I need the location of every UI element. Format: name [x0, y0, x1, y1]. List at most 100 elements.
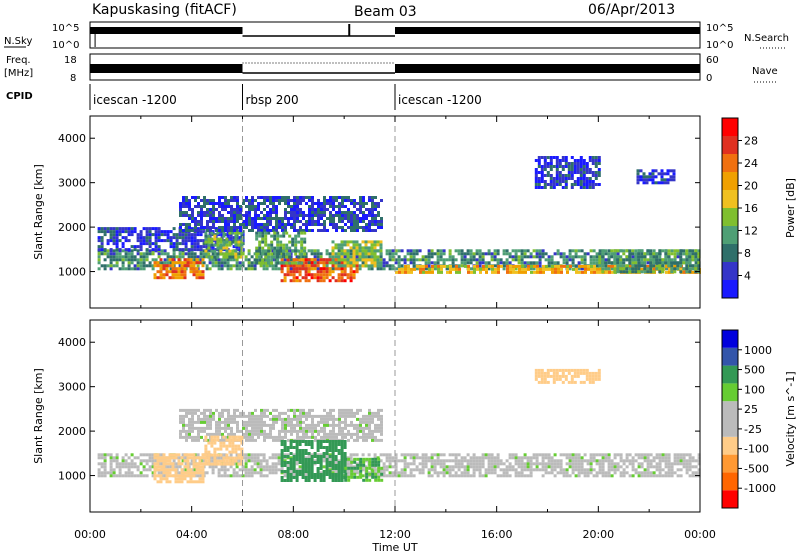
scatter-cell — [269, 211, 272, 214]
scatter-cell — [121, 456, 125, 460]
scatter-cell — [356, 426, 359, 430]
scatter-cell — [289, 456, 293, 460]
scatter-cell — [254, 417, 257, 421]
scatter-cell — [202, 261, 206, 265]
scatter-cell — [526, 462, 530, 466]
scatter-cell — [350, 432, 353, 436]
scatter-cell — [643, 456, 647, 460]
scatter-cell — [209, 199, 212, 202]
scatter-cell — [182, 196, 185, 199]
scatter-cell — [344, 223, 347, 226]
scatter-cell — [329, 196, 332, 199]
scatter-cell — [153, 468, 157, 472]
scatter-cell — [356, 408, 359, 412]
scatter-cell — [338, 214, 341, 217]
scatter-cell — [406, 474, 410, 478]
scatter-cell — [661, 258, 665, 262]
scatter-cell — [356, 226, 359, 229]
scatter-cell — [203, 211, 206, 214]
scatter-cell — [332, 408, 335, 412]
scatter-cell — [299, 414, 302, 418]
scatter-cell — [370, 264, 374, 268]
scatter-cell — [166, 239, 170, 243]
scatter-cell — [247, 456, 251, 460]
scatter-cell — [221, 426, 224, 430]
scatter-cell — [566, 264, 569, 268]
scatter-cell — [601, 267, 605, 271]
scatter-cell — [666, 181, 670, 185]
scatter-cell — [353, 199, 356, 202]
scatter-cell — [186, 468, 190, 472]
scatter-cell — [219, 246, 223, 250]
scatter-cell — [640, 462, 644, 466]
scatter-cell — [151, 267, 155, 271]
scatter-cell — [350, 414, 353, 418]
scatter-cell — [448, 453, 452, 457]
scatter-cell — [247, 471, 251, 475]
scatter-cell — [523, 264, 527, 268]
scatter-cell — [191, 429, 194, 433]
scatter-cell — [514, 468, 518, 472]
scatter-cell — [248, 423, 251, 427]
scatter-cell — [667, 456, 671, 460]
scatter-cell — [139, 236, 143, 240]
scatter-cell — [538, 453, 542, 457]
scatter-cell — [174, 276, 178, 280]
scatter-cell — [332, 196, 335, 199]
scatter-cell — [356, 435, 359, 439]
scatter-cell — [159, 276, 163, 280]
scatter-cell — [244, 462, 248, 466]
scatter-cell — [188, 417, 191, 421]
scatter-cell — [234, 249, 238, 253]
scatter-cell — [566, 270, 569, 274]
scatter-cell — [222, 234, 226, 238]
scatter-cell — [263, 229, 266, 232]
scatter-cell — [529, 459, 533, 463]
scatter-cell — [109, 453, 113, 457]
scatter-cell — [133, 255, 137, 259]
scatter-cell — [222, 246, 226, 250]
scatter-cell — [537, 186, 541, 189]
scatter-cell — [121, 459, 125, 463]
scatter-cell — [193, 236, 197, 240]
scatter-cell — [187, 255, 191, 259]
scatter-cell — [365, 229, 368, 232]
scatter-cell — [197, 435, 200, 439]
scatter-cell — [206, 226, 209, 229]
scatter-cell — [172, 242, 176, 246]
scatter-cell — [198, 261, 202, 265]
scatter-cell — [368, 214, 371, 217]
scatter-cell — [272, 229, 275, 232]
scatter-cell — [478, 255, 482, 259]
scatter-cell — [222, 240, 226, 244]
scatter-cell — [260, 202, 263, 205]
scatter-cell — [397, 471, 401, 475]
scatter-cell — [100, 236, 104, 240]
scatter-cell — [188, 205, 191, 208]
scatter-cell — [260, 226, 263, 229]
scatter-cell — [564, 180, 568, 183]
scatter-cell — [255, 234, 259, 238]
scatter-cell — [451, 264, 455, 268]
scatter-cell — [177, 462, 181, 466]
scatter-cell — [325, 276, 329, 280]
scatter-cell — [269, 229, 272, 232]
scatter-cell — [311, 208, 314, 211]
scatter-cell — [244, 255, 248, 259]
scatter-cell — [154, 459, 158, 463]
scatter-cell — [325, 261, 329, 265]
scatter-cell — [631, 264, 635, 268]
scatter-cell — [436, 252, 440, 256]
scatter-cell — [198, 462, 202, 466]
scatter-cell — [570, 171, 574, 174]
scatter-cell — [585, 183, 589, 186]
scatter-cell — [193, 258, 197, 262]
scatter-cell — [207, 255, 211, 259]
scatter-cell — [584, 270, 587, 274]
scatter-cell — [188, 199, 191, 202]
scatter-cell — [255, 237, 259, 241]
scatter-cell — [484, 453, 488, 457]
scatter-cell — [298, 468, 302, 472]
scatter-cell — [124, 236, 128, 240]
scatter-cell — [537, 177, 541, 180]
